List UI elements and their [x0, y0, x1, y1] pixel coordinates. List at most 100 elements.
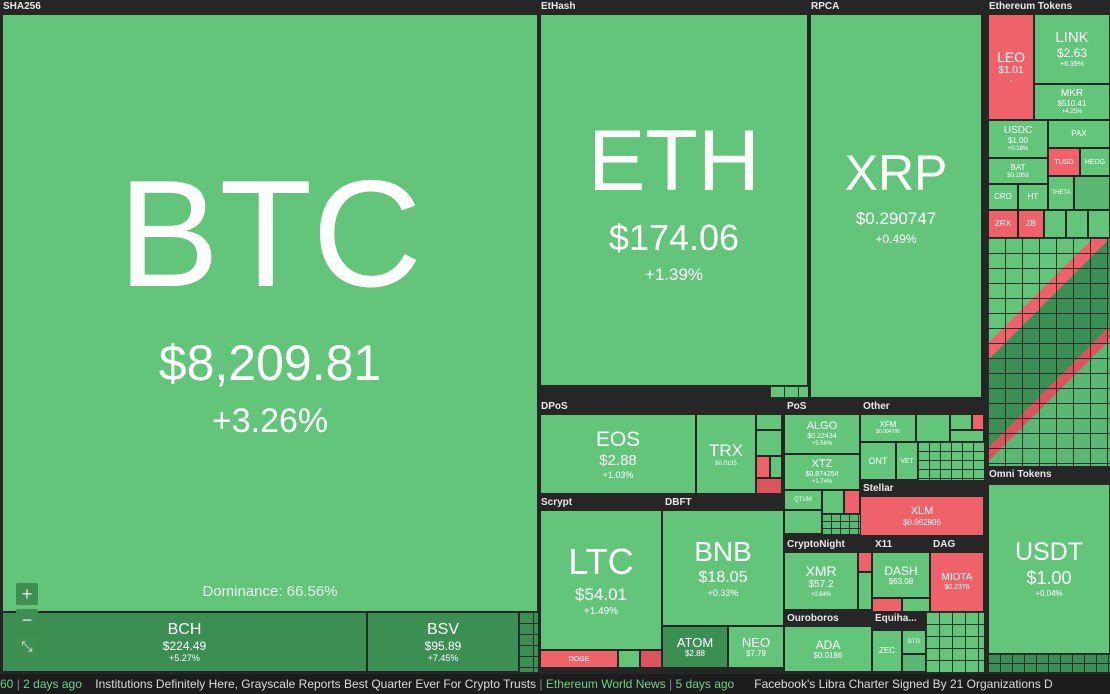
news-source[interactable]: Ethereum World News	[545, 677, 666, 691]
small-coins-cluster[interactable]	[988, 654, 1110, 672]
tile-doge[interactable]: DOGE	[540, 650, 618, 668]
coin-change: +1.03%	[602, 469, 634, 480]
tile-miota[interactable]: MIOTA $0.2376	[930, 552, 984, 612]
coin-price: $18.05	[698, 569, 748, 586]
coin-symbol: BSV	[426, 620, 459, 638]
tile-small[interactable]	[756, 478, 782, 494]
small-coins-cluster[interactable]	[770, 386, 808, 398]
tile-small[interactable]	[756, 430, 782, 456]
tile-ada[interactable]: ADA $0.0186	[784, 626, 872, 672]
tile-xlm[interactable]: XLM $0.062906	[860, 496, 984, 536]
tile-small[interactable]	[872, 598, 902, 612]
tile-eth[interactable]: ETH $174.06 +1.39%	[540, 14, 808, 386]
tile-small[interactable]	[844, 490, 860, 514]
small-coins-cluster[interactable]	[519, 612, 538, 672]
coin-symbol: CRO	[994, 192, 1012, 201]
tile-small[interactable]	[1074, 176, 1110, 210]
tile-small[interactable]	[858, 552, 872, 572]
tile-zrx[interactable]: ZRX	[988, 210, 1018, 238]
tile-xfm[interactable]: XFM $0.004798	[860, 414, 916, 442]
tile-xmr[interactable]: XMR $57.2 +0.84%	[784, 552, 858, 610]
tile-atom[interactable]: ATOM $2.88	[662, 626, 728, 668]
tile-usdc[interactable]: USDC $1.00 +0.18%	[988, 120, 1048, 158]
tile-small[interactable]	[902, 598, 930, 612]
tile-xtz[interactable]: XTZ $0.874254 +1.74%	[784, 454, 860, 490]
sector-label: Ouroboros	[787, 613, 839, 624]
tile-neo[interactable]: NEO $7.79	[728, 626, 784, 668]
coin-symbol: EOS	[595, 427, 641, 451]
zoom-in-button[interactable]: +	[16, 583, 38, 605]
tile-link[interactable]: LINK $2.63 +6.39%	[1034, 14, 1110, 84]
tile-small[interactable]	[640, 650, 662, 668]
coin-price: $0.062906	[903, 517, 941, 527]
tile-small[interactable]	[1066, 210, 1088, 238]
ticker-lead-fragment: 60	[0, 677, 14, 691]
tile-leo[interactable]: LEO $1.01 -	[988, 14, 1034, 120]
news-headline-link[interactable]: Facebook's Libra Charter Signed By 21 Or…	[754, 677, 1053, 691]
tile-small[interactable]	[950, 414, 972, 430]
tile-algo[interactable]: ALGO $0.22434 +5.56%	[784, 414, 860, 454]
tile-hedg[interactable]: HEDG	[1080, 148, 1110, 176]
tile-small[interactable]	[618, 650, 640, 668]
tile-bch[interactable]: BCH $224.49 +5.27%	[2, 612, 367, 672]
tile-small[interactable]	[822, 490, 844, 514]
tile-small[interactable]	[770, 456, 782, 478]
tile-dash[interactable]: DASH $63.08	[872, 552, 930, 598]
ticker-separator: |	[539, 677, 543, 691]
small-coins-cluster[interactable]	[926, 612, 984, 672]
zoom-out-button[interactable]: −	[16, 609, 38, 631]
tile-theta[interactable]: THETA	[1048, 176, 1074, 210]
coin-change: +0.49%	[875, 231, 917, 246]
small-coins-cluster[interactable]	[822, 514, 860, 534]
coin-price: $8,209.81	[158, 335, 382, 391]
tile-cro[interactable]: CRO	[988, 184, 1018, 210]
coin-symbol: LINK	[1055, 29, 1089, 46]
tile-small[interactable]	[1088, 210, 1110, 238]
tile-bsv[interactable]: BSV $95.89 +7.45%	[367, 612, 519, 672]
sector-label: RPCA	[811, 1, 840, 12]
sector-sha256: SHA256 BTC $8,209.81 +3.26% Dominance: 6…	[0, 0, 538, 672]
coin-symbol: PAX	[1071, 129, 1087, 138]
small-coins-cluster[interactable]	[918, 442, 984, 480]
tile-small[interactable]	[784, 510, 822, 534]
news-headline-link[interactable]: Institutions Definitely Here, Grayscale …	[95, 677, 537, 691]
tile-ltc[interactable]: LTC $54.01 +1.49%	[540, 510, 662, 650]
tile-tusd[interactable]: TUSD	[1048, 148, 1080, 176]
news-ticker: 60 | 2 days ago Institutions Definitely …	[0, 674, 1110, 694]
tile-bnb[interactable]: BNB $18.05 +0.33%	[662, 510, 784, 626]
coin-price: $510.41	[1057, 99, 1087, 108]
sector-equihash: Equiha... ZEC BTG	[872, 612, 926, 672]
tile-btc[interactable]: BTC $8,209.81 +3.26% Dominance: 66.56%	[2, 14, 538, 612]
tile-ont[interactable]: ONT	[860, 442, 896, 480]
tile-bat[interactable]: BAT $0.1956	[988, 158, 1048, 184]
tile-small[interactable]	[1044, 210, 1066, 238]
tile-qtum[interactable]: QTUM	[784, 490, 822, 510]
coin-symbol: DOGE	[568, 655, 590, 663]
tile-small[interactable]	[916, 414, 950, 442]
ticker-time: 2 days ago	[23, 677, 82, 691]
tile-xrp[interactable]: XRP $0.290747 +0.49%	[810, 14, 982, 398]
tile-eos[interactable]: EOS $2.88 +1.03%	[540, 414, 696, 494]
tile-trx[interactable]: TRX $0.0135	[696, 414, 756, 494]
coin-symbol: ALGO	[806, 420, 838, 432]
tile-small[interactable]	[756, 456, 770, 478]
sector-ethash: EtHash ETH $174.06 +1.39%	[538, 0, 808, 400]
tile-small[interactable]	[902, 654, 926, 672]
tile-small[interactable]	[950, 430, 984, 442]
tile-zb[interactable]: ZB	[1018, 210, 1044, 238]
tile-btg[interactable]: BTG	[902, 630, 926, 654]
tile-vet[interactable]: VET	[896, 442, 918, 480]
coin-symbol: LTC	[568, 540, 634, 582]
tile-small[interactable]	[756, 414, 782, 430]
tile-small[interactable]	[972, 414, 984, 430]
tile-usdt[interactable]: USDT $1.00 +0.04%	[988, 484, 1110, 654]
tile-pax[interactable]: PAX	[1048, 120, 1110, 148]
fullscreen-icon[interactable]: ⤡	[16, 635, 38, 657]
small-coins-cluster[interactable]	[988, 238, 1110, 466]
tile-ht[interactable]: HT	[1018, 184, 1048, 210]
sector-ouroboros: Ouroboros ADA $0.0186	[784, 612, 872, 672]
coin-price: $1.00	[1026, 568, 1072, 588]
tile-zec[interactable]: ZEC	[872, 630, 902, 672]
tile-small[interactable]	[858, 572, 872, 610]
tile-mkr[interactable]: MKR $510.41 +4.25%	[1034, 84, 1110, 120]
